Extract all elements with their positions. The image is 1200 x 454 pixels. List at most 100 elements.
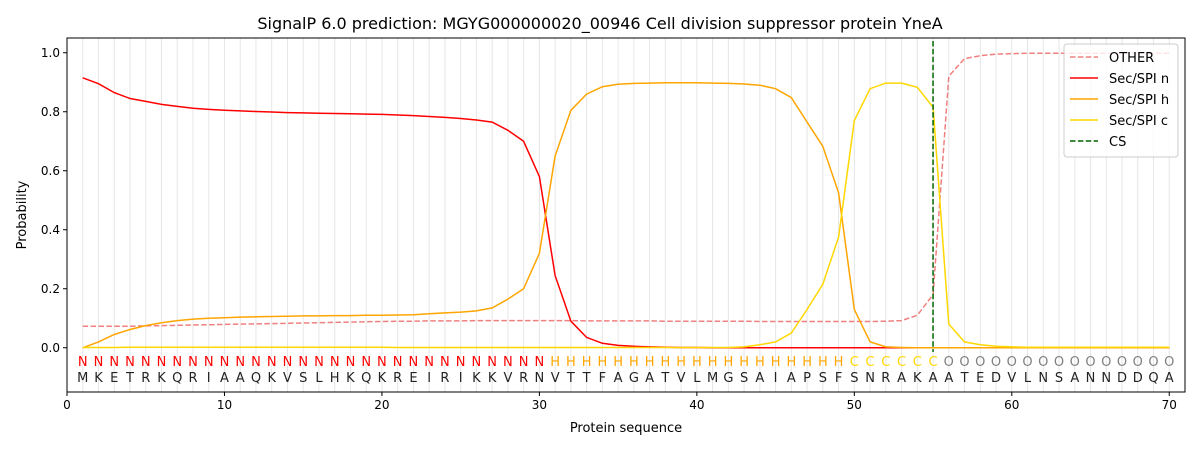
residue-class-label: H — [818, 355, 828, 370]
residue-class-label: N — [314, 355, 324, 370]
residue-aa-label: N — [535, 371, 545, 386]
x-tick-label: 60 — [1004, 398, 1019, 412]
x-tick-label: 20 — [374, 398, 389, 412]
residue-class-label: N — [393, 355, 403, 370]
residue-aa-label: Q — [172, 371, 182, 386]
residue-class-label: C — [913, 355, 922, 370]
residue-class-label: N — [125, 355, 135, 370]
series-lines — [82, 41, 1170, 352]
residue-aa-label: A — [220, 371, 229, 386]
residue-class-label: N — [157, 355, 167, 370]
residue-class-label: N — [503, 355, 513, 370]
residue-aa-label: A — [944, 371, 953, 386]
residue-aa-label: A — [1165, 371, 1174, 386]
residue-aa-label: A — [897, 371, 906, 386]
residue-class-label: N — [267, 355, 277, 370]
residue-aa-label: K — [157, 371, 166, 386]
y-axis-label: Probability — [15, 180, 30, 249]
residue-aa-label: G — [629, 371, 639, 386]
residue-aa-label: H — [330, 371, 340, 386]
residue-class-label: H — [739, 355, 749, 370]
residue-class-label: H — [660, 355, 670, 370]
series-line-sec-spi-c — [82, 82, 1170, 349]
residue-aa-label: D — [1133, 371, 1143, 386]
legend-label: Sec/SPI h — [1109, 93, 1169, 108]
y-tick-label: 0.0 — [41, 341, 60, 355]
residue-class-label: H — [676, 355, 686, 370]
series-line-other — [82, 52, 1170, 327]
residue-class-label: O — [1133, 355, 1143, 370]
residue-aa-label: Q — [361, 371, 371, 386]
residue-class-label: H — [834, 355, 844, 370]
residue-class-label: O — [1070, 355, 1080, 370]
residue-aa-label: K — [267, 371, 276, 386]
residue-class-label: N — [519, 355, 529, 370]
plot-frame — [66, 37, 1186, 393]
x-tick-label: 70 — [1162, 398, 1177, 412]
residue-class-label: C — [850, 355, 859, 370]
series-line-sec-spi-n — [82, 77, 1170, 349]
residue-aa-label: P — [803, 371, 811, 386]
residue-class-label: N — [283, 355, 293, 370]
residue-aa-label: S — [1055, 371, 1063, 386]
residue-aa-label: L — [315, 371, 323, 386]
y-tick-label: 0.4 — [41, 223, 60, 237]
residue-class-label: C — [929, 355, 938, 370]
residue-aa-label: V — [677, 371, 686, 386]
residue-aa-label: F — [835, 371, 842, 386]
residue-class-label: N — [330, 355, 340, 370]
residue-class-label: H — [597, 355, 607, 370]
residue-aa-label: T — [660, 371, 669, 386]
residue-aa-label: I — [427, 371, 431, 386]
residue-class-label: C — [866, 355, 875, 370]
residue-aa-label: A — [1070, 371, 1079, 386]
residue-class-label: N — [346, 355, 356, 370]
residue-class-label: O — [1164, 355, 1174, 370]
y-tick-label: 0.2 — [41, 282, 60, 296]
residue-aa-label: N — [865, 371, 875, 386]
axis-ticks: 0 10 20 30 40 50 60 70 0.0 0.2 0.4 0.6 0.8 1.0 — [41, 46, 1177, 412]
residue-class-label: N — [409, 355, 419, 370]
x-tick-label: 30 — [532, 398, 547, 412]
residue-aa-label: T — [566, 371, 575, 386]
residue-aa-label: M — [707, 371, 718, 386]
residue-class-label: H — [550, 355, 560, 370]
residue-aa-label: S — [740, 371, 748, 386]
residue-class-label: N — [188, 355, 198, 370]
residue-class-label: H — [613, 355, 623, 370]
x-tick-label: 10 — [217, 398, 232, 412]
residue-class-label: H — [582, 355, 592, 370]
residue-class-label: O — [944, 355, 954, 370]
residue-class-label: H — [645, 355, 655, 370]
residue-aa-label: G — [723, 371, 733, 386]
residue-class-label: N — [361, 355, 371, 370]
residue-class-label: N — [141, 355, 151, 370]
y-tick-label: 0.6 — [41, 164, 60, 178]
residue-aa-label: D — [1117, 371, 1127, 386]
residue-aa-label: I — [207, 371, 211, 386]
residue-aa-label: T — [125, 371, 134, 386]
residue-class-label: H — [566, 355, 576, 370]
residue-aa-label: R — [519, 371, 528, 386]
residue-aa-label: I — [774, 371, 778, 386]
residue-class-label: H — [723, 355, 733, 370]
residue-class-label: N — [78, 355, 88, 370]
residue-aa-label: K — [472, 371, 481, 386]
x-tick-label: 0 — [63, 398, 71, 412]
residue-class-label: H — [802, 355, 812, 370]
residue-aa-label: F — [599, 371, 606, 386]
residue-aa-label: V — [1007, 371, 1016, 386]
residue-class-label: O — [1007, 355, 1017, 370]
residue-class-label: N — [377, 355, 387, 370]
residue-class-label: O — [1085, 355, 1095, 370]
residue-aa-label: R — [188, 371, 197, 386]
residue-class-label: N — [204, 355, 214, 370]
y-tick-label: 1.0 — [41, 46, 60, 60]
residue-class-label: N — [456, 355, 466, 370]
residue-aa-label: R — [881, 371, 890, 386]
residue-class-label: N — [472, 355, 482, 370]
residue-aa-label: L — [1024, 371, 1032, 386]
residue-aa-label: A — [929, 371, 938, 386]
